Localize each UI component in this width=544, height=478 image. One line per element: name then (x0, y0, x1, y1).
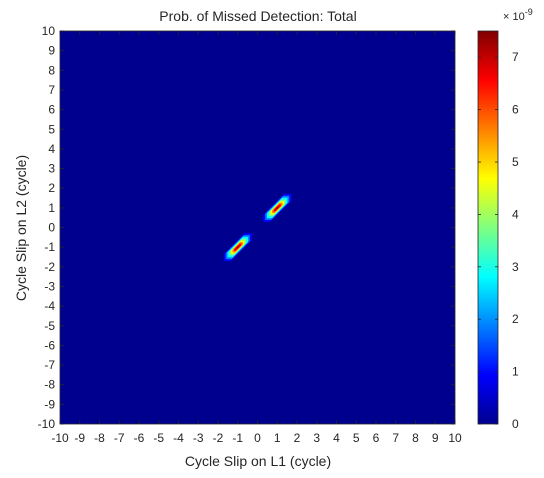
x-tick-label: 6 (373, 431, 380, 445)
y-tick-label: 9 (48, 44, 55, 58)
y-tick-label: -2 (44, 260, 55, 274)
x-tick-label: 5 (353, 431, 360, 445)
y-tick-label: 10 (42, 24, 56, 38)
x-tick-label: 10 (448, 431, 462, 445)
y-tick-label: -8 (44, 378, 55, 392)
x-axis-ticks: -10 -9 -8 -7 -6 -5 -4 -3 -2 -1 0 1 2 3 4 5 6 7 8 9 10 (51, 31, 462, 445)
colorbar-exponent-label: × 10-9 (503, 7, 533, 23)
x-tick-label: -3 (193, 431, 204, 445)
x-tick-label: -5 (153, 431, 164, 445)
chart-title: Prob. of Missed Detection: Total (159, 8, 356, 24)
x-tick-label: -6 (134, 431, 145, 445)
x-tick-label: 1 (274, 431, 281, 445)
colorbar-exponent-power: -9 (525, 7, 533, 17)
y-tick-label: -6 (44, 338, 55, 352)
x-tick-label: -7 (114, 431, 125, 445)
y-tick-label: 5 (48, 122, 55, 136)
colorbar-tick-label: 2 (512, 312, 519, 326)
y-tick-label: 0 (48, 221, 55, 235)
y-tick-label: 7 (48, 83, 55, 97)
y-tick-label: -9 (44, 397, 55, 411)
y-tick-label: -3 (44, 279, 55, 293)
colorbar-exponent-base: × 10 (503, 11, 525, 23)
x-tick-label: -1 (232, 431, 243, 445)
y-tick-label: 2 (48, 181, 55, 195)
y-axis-label: Cycle Slip on L2 (cycle) (13, 155, 29, 301)
heatmap-peak (223, 233, 252, 262)
colorbar-tick-label: 7 (512, 50, 519, 64)
y-tick-label: 1 (48, 201, 55, 215)
y-tick-label: -7 (44, 358, 55, 372)
colorbar-ticks: 0 1 2 3 4 5 6 7 (478, 50, 519, 431)
y-tick-label: 8 (48, 63, 55, 77)
x-tick-label: 8 (412, 431, 419, 445)
x-tick-label: -2 (213, 431, 224, 445)
heatmap-peaks (223, 193, 292, 262)
x-tick-label: -9 (74, 431, 85, 445)
y-tick-label: 3 (48, 162, 55, 176)
x-tick-label: 7 (392, 431, 399, 445)
x-tick-label: 3 (313, 431, 320, 445)
y-tick-label: 6 (48, 103, 55, 117)
y-tick-label: -5 (44, 319, 55, 333)
x-tick-label: 9 (432, 431, 439, 445)
x-axis-label: Cycle Slip on L1 (cycle) (185, 453, 331, 469)
y-tick-label: -1 (44, 240, 55, 254)
y-tick-label: 4 (48, 142, 55, 156)
heatmap-peak (263, 193, 292, 222)
colorbar-tick-label: 3 (512, 260, 519, 274)
x-tick-label: -4 (173, 431, 184, 445)
x-tick-label: 2 (294, 431, 301, 445)
peak-contour (236, 246, 239, 248)
x-tick-label: 4 (333, 431, 340, 445)
colorbar-tick-label: 0 (512, 417, 519, 431)
x-tick-label: -10 (51, 431, 69, 445)
y-tick-label: -4 (44, 299, 55, 313)
colorbar-tick-label: 1 (512, 365, 519, 379)
colorbar-tick-label: 5 (512, 155, 519, 169)
colorbar-tick-label: 6 (512, 103, 519, 117)
colorbar (477, 30, 499, 425)
plot-area (60, 31, 455, 424)
colorbar-tick-label: 4 (512, 207, 519, 221)
peak-contour (276, 207, 279, 209)
x-tick-label: -8 (94, 431, 105, 445)
x-tick-label: 0 (254, 431, 261, 445)
y-tick-label: -10 (38, 417, 56, 431)
